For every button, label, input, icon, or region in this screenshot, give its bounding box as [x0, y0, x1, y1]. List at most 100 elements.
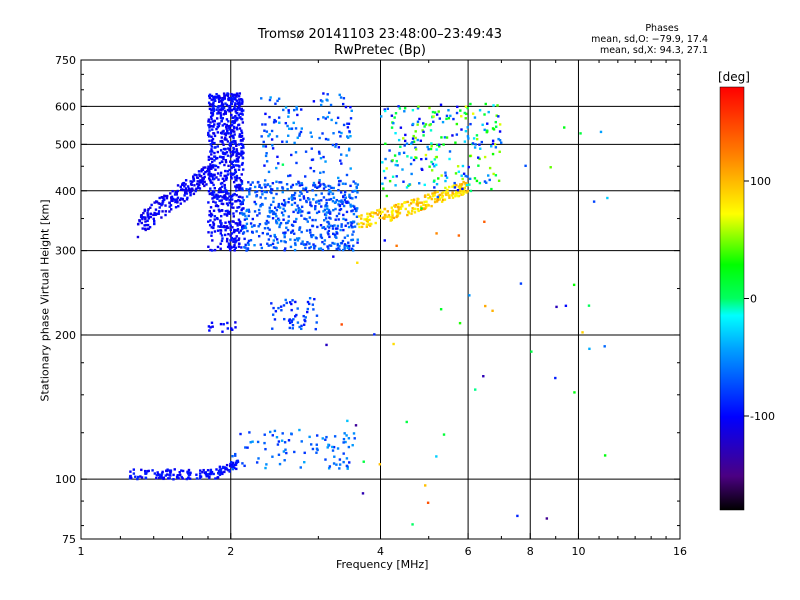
- data-point: [234, 168, 237, 172]
- data-point: [333, 224, 336, 227]
- data-point: [368, 212, 372, 216]
- data-point: [224, 112, 228, 115]
- data-point: [238, 205, 241, 209]
- data-point: [213, 187, 216, 190]
- data-point: [235, 209, 238, 213]
- data-point: [293, 191, 297, 195]
- data-point: [300, 242, 303, 245]
- data-point: [219, 188, 222, 192]
- data-point: [204, 166, 207, 169]
- data-point: [226, 170, 230, 173]
- data-point: [227, 220, 231, 224]
- data-point: [189, 193, 192, 197]
- data-point: [342, 123, 346, 127]
- data-point: [247, 181, 250, 184]
- data-point: [475, 134, 479, 137]
- data-point: [294, 220, 297, 223]
- data-point: [435, 155, 438, 159]
- data-point: [459, 191, 462, 194]
- data-point: [432, 194, 435, 198]
- data-point: [438, 117, 442, 120]
- data-point: [342, 204, 346, 208]
- data-point: [164, 204, 167, 207]
- data-point: [149, 206, 152, 209]
- data-point: [183, 199, 186, 203]
- data-point: [444, 171, 447, 174]
- data-point: [210, 231, 213, 234]
- data-point: [140, 476, 144, 479]
- data-point: [282, 231, 285, 235]
- data-point: [348, 244, 351, 248]
- data-point: [350, 221, 353, 225]
- data-point: [446, 191, 450, 195]
- data-point: [418, 182, 421, 185]
- data-point: [219, 195, 222, 198]
- data-point: [235, 176, 239, 180]
- data-point: [221, 202, 225, 206]
- data-point: [238, 116, 241, 119]
- data-point: [293, 201, 297, 205]
- data-point: [215, 193, 218, 196]
- data-point: [341, 202, 344, 206]
- data-point: [241, 144, 245, 147]
- data-point: [195, 173, 198, 177]
- data-point: [401, 168, 404, 171]
- data-point: [232, 164, 235, 167]
- data-point: [436, 190, 439, 194]
- data-point: [453, 186, 457, 189]
- data-point: [227, 164, 230, 168]
- data-point: [342, 228, 345, 232]
- data-point: [275, 238, 279, 241]
- data-point: [235, 126, 238, 129]
- data-point: [291, 194, 294, 197]
- data-point: [386, 210, 389, 213]
- data-point: [230, 113, 233, 117]
- data-point: [326, 225, 330, 228]
- data-point: [333, 242, 336, 245]
- data-point: [178, 198, 182, 202]
- data-point: [284, 448, 287, 451]
- data-point: [132, 472, 136, 475]
- data-point: [211, 249, 214, 252]
- data-point: [311, 303, 315, 306]
- data-point: [186, 470, 190, 473]
- data-point: [336, 116, 340, 120]
- data-point: [327, 192, 331, 196]
- data-point: [209, 121, 212, 124]
- data-point: [245, 187, 248, 191]
- data-point: [251, 217, 255, 221]
- data-point: [173, 193, 177, 196]
- data-point: [416, 120, 420, 123]
- data-point: [207, 158, 211, 161]
- data-point: [388, 179, 392, 183]
- data-point: [416, 107, 420, 110]
- data-point: [285, 451, 288, 455]
- data-point: [450, 194, 453, 197]
- data-point: [287, 115, 290, 118]
- data-point: [225, 138, 228, 141]
- data-point: [308, 228, 312, 232]
- scatter-points: [128, 92, 609, 526]
- data-point: [349, 117, 353, 120]
- data-point: [161, 470, 164, 474]
- data-point: [239, 187, 243, 190]
- data-point: [463, 189, 466, 193]
- data-point: [149, 212, 152, 216]
- data-point: [264, 466, 267, 470]
- data-point: [440, 136, 443, 139]
- data-point: [356, 207, 359, 210]
- data-point: [483, 113, 486, 116]
- data-point: [498, 139, 502, 142]
- data-point: [221, 471, 224, 474]
- data-point: [462, 172, 466, 175]
- data-point: [232, 127, 236, 130]
- data-point: [240, 98, 244, 102]
- colorbar-tick-label: 100: [750, 175, 771, 188]
- data-point: [196, 182, 199, 186]
- data-point: [148, 226, 152, 229]
- data-point: [266, 242, 269, 245]
- data-point: [471, 112, 475, 115]
- data-point: [334, 121, 338, 125]
- data-point: [236, 206, 239, 209]
- data-point: [309, 231, 312, 234]
